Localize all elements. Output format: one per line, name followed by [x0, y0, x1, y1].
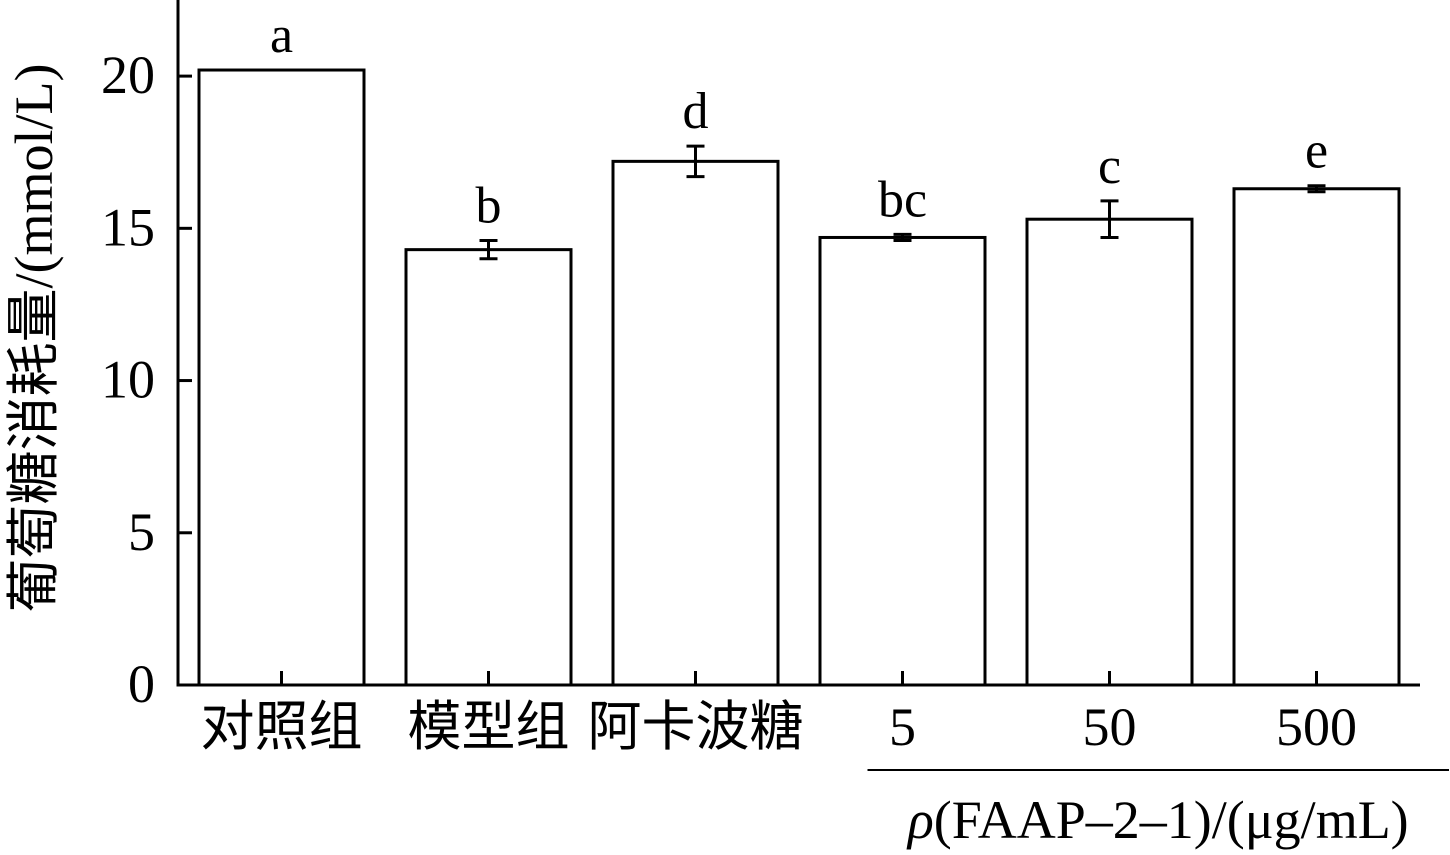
error-bar-4 [893, 232, 912, 243]
group-label-symbol: ρ [906, 790, 934, 850]
y-tick-label-0: 0 [128, 654, 155, 714]
x-tick-label-5: 50 [1083, 697, 1137, 757]
bar-4 [818, 235, 987, 687]
group-label: ρ(FAAP–2–1)/(μg/mL) [906, 790, 1409, 850]
x-tick-label-2: 模型组 [408, 697, 570, 757]
bars-group [197, 68, 1401, 687]
x-tick-label-4: 5 [889, 697, 916, 757]
bar-3 [611, 159, 780, 687]
significance-label-3: d [683, 83, 709, 140]
significance-label-4: bc [878, 171, 927, 228]
x-tick-label-3: 阿卡波糖 [588, 697, 804, 757]
x-ticks-group [280, 671, 1318, 685]
error-bar-2 [479, 239, 498, 261]
error-bar-6 [1307, 184, 1326, 194]
bar-6 [1232, 187, 1401, 687]
error-bar-5 [1100, 199, 1119, 239]
y-tick-label-20: 20 [101, 45, 155, 105]
error-bars-group [479, 144, 1326, 261]
bar-5 [1025, 217, 1194, 687]
bar-1 [197, 68, 366, 687]
x-tick-label-6: 500 [1276, 697, 1357, 757]
y-ticks-group: 0 5 10 15 20 [101, 45, 192, 714]
significance-label-5: c [1098, 138, 1121, 195]
y-tick-label-10: 10 [101, 350, 155, 410]
x-tick-label-1: 对照组 [201, 697, 363, 757]
y-axis-label: 葡萄糖消耗量/(mmol/L) [4, 64, 64, 613]
error-bar-3 [686, 144, 705, 179]
significance-label-2: b [476, 178, 502, 235]
significance-label-6: e [1305, 123, 1328, 180]
y-tick-label-15: 15 [101, 197, 155, 257]
bar-2 [404, 248, 573, 687]
significance-labels-group: a b d bc c e [270, 7, 1328, 234]
group-label-text: (FAAP–2–1)/(μg/mL) [934, 790, 1409, 850]
x-tick-labels-group: 对照组 模型组 阿卡波糖 5 50 500 [201, 697, 1358, 757]
y-tick-label-5: 5 [128, 502, 155, 562]
significance-label-1: a [270, 7, 293, 64]
